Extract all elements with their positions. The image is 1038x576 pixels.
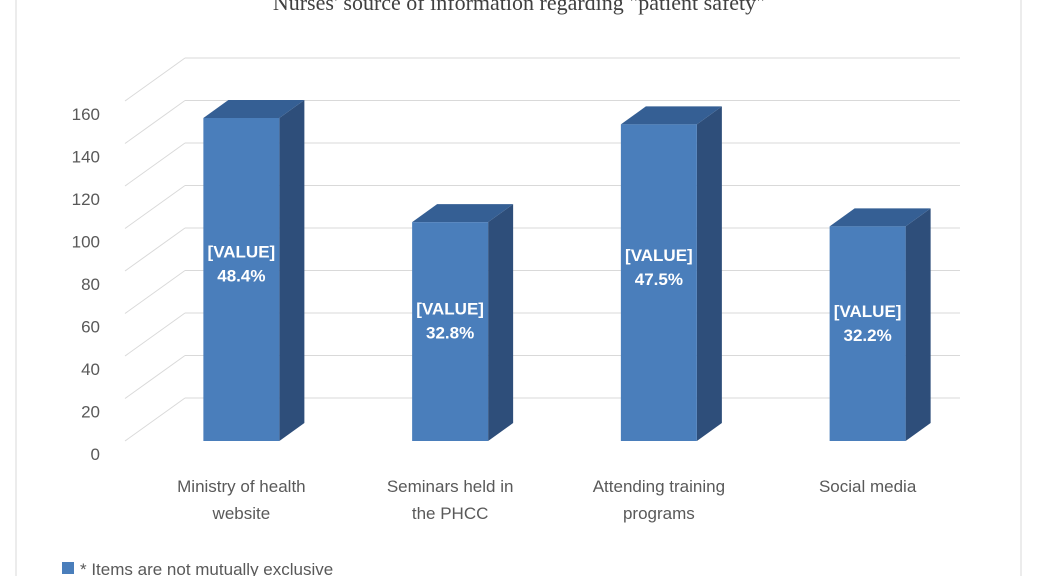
y-tick-label: 160 bbox=[72, 105, 100, 124]
bar bbox=[203, 118, 280, 441]
legend-text: * Items are not mutually exclusive bbox=[80, 560, 333, 576]
y-tick-label: 60 bbox=[81, 318, 100, 337]
grid-diagonal bbox=[124, 142, 186, 187]
y-tick-label: 40 bbox=[81, 360, 100, 379]
legend: * Items are not mutually exclusive bbox=[62, 560, 333, 576]
bar-group: [VALUE] 32.8% bbox=[412, 204, 514, 441]
y-tick-label: 140 bbox=[72, 148, 100, 167]
bar-top bbox=[620, 106, 722, 125]
bar-data-label: [VALUE] bbox=[208, 242, 276, 261]
bar-data-label: 47.5% bbox=[635, 270, 683, 289]
y-tick-label: 0 bbox=[91, 445, 100, 464]
x-category-label: Social media bbox=[819, 477, 917, 496]
bar-side bbox=[488, 204, 514, 441]
bar bbox=[829, 226, 906, 441]
bar-side bbox=[696, 106, 722, 441]
grid-diagonal bbox=[124, 355, 186, 399]
x-category-label: programs bbox=[623, 504, 695, 523]
bar-group: [VALUE] 32.2% bbox=[829, 208, 931, 441]
bar-data-label: 32.2% bbox=[844, 326, 892, 345]
bar-data-label: [VALUE] bbox=[625, 246, 693, 265]
bar-top bbox=[412, 204, 514, 223]
x-category-label: Attending training bbox=[593, 477, 725, 496]
bar bbox=[620, 124, 697, 441]
bar-data-label: [VALUE] bbox=[416, 300, 484, 319]
grid-diagonal bbox=[124, 57, 186, 102]
legend-swatch bbox=[62, 562, 74, 574]
grid-diagonal bbox=[124, 185, 186, 229]
bar-top bbox=[203, 100, 305, 118]
x-category-label: the PHCC bbox=[412, 504, 489, 523]
grid-diagonal bbox=[124, 270, 186, 314]
y-tick-label: 100 bbox=[72, 233, 100, 252]
y-tick-label: 20 bbox=[81, 403, 100, 422]
chart-title: Nurses' source of information regarding … bbox=[273, 0, 765, 15]
x-category-label: website bbox=[212, 504, 271, 523]
bar-data-label: [VALUE] bbox=[834, 302, 902, 321]
bar-group: [VALUE] 48.4% bbox=[203, 100, 305, 441]
grid-diagonal bbox=[124, 227, 186, 272]
x-category-label: Ministry of health bbox=[177, 477, 306, 496]
y-axis-ticks: 0 20 40 60 80 100 120 140 160 bbox=[72, 105, 100, 464]
bar-data-label: 48.4% bbox=[217, 266, 265, 285]
grid-diagonal bbox=[124, 100, 186, 144]
bar-side bbox=[279, 100, 305, 441]
bar bbox=[412, 222, 489, 441]
y-tick-label: 120 bbox=[72, 190, 100, 209]
bar-group: [VALUE] 47.5% bbox=[620, 106, 722, 441]
bars-layer: [VALUE]48.4%[VALUE]32.8%[VALUE]47.5%[VAL… bbox=[203, 100, 931, 441]
y-tick-label: 80 bbox=[81, 275, 100, 294]
x-category-label: Seminars held in bbox=[387, 477, 514, 496]
x-axis-categories: Ministry of health website Seminars held i… bbox=[177, 477, 917, 523]
bar-data-label: 32.8% bbox=[426, 324, 474, 343]
grid-diagonal bbox=[124, 397, 186, 442]
grid-diagonal bbox=[124, 312, 186, 357]
bar-side bbox=[905, 208, 931, 441]
bar-top bbox=[829, 208, 931, 227]
